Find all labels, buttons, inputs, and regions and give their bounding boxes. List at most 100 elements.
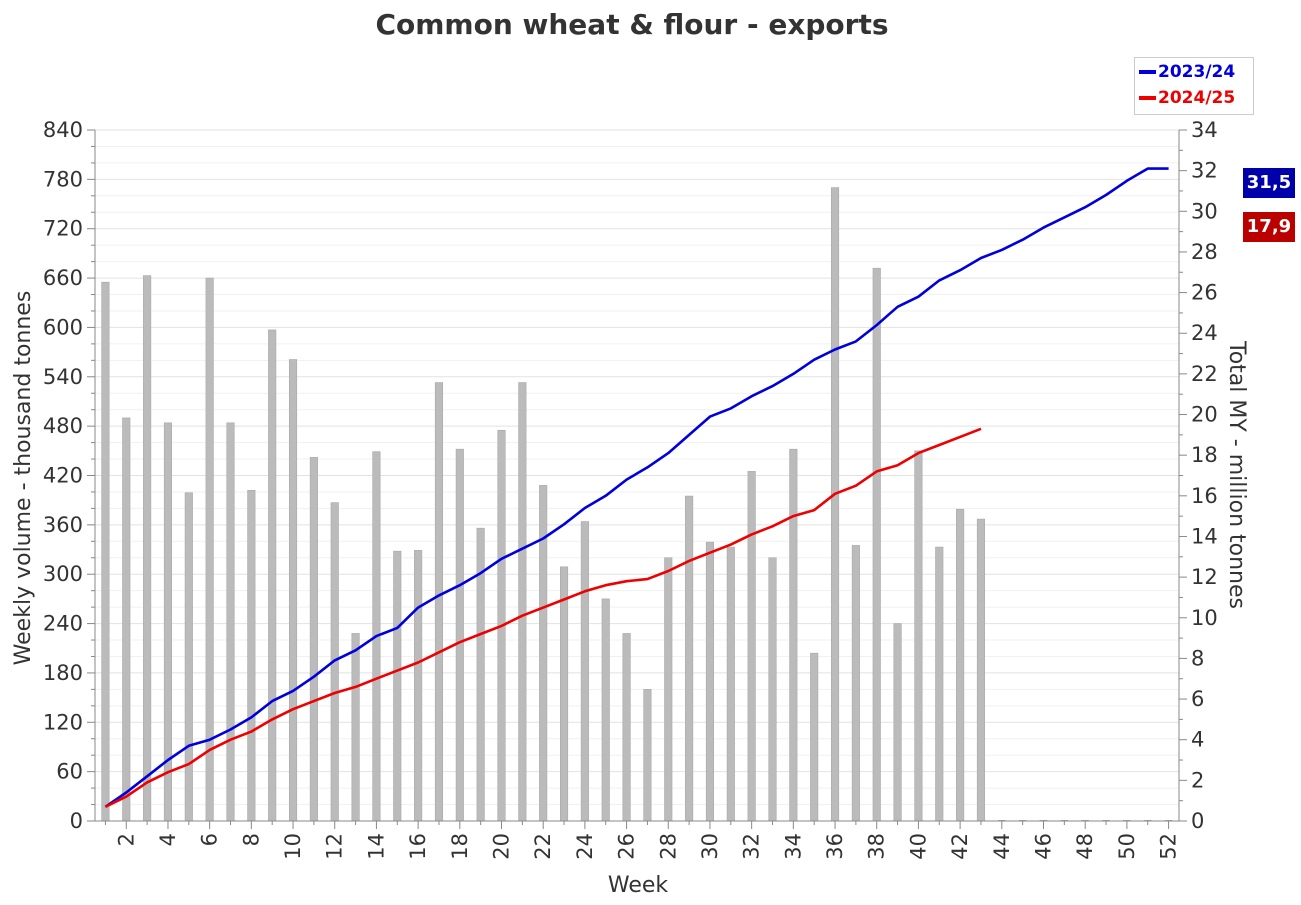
bar-week-36 [830,187,840,822]
y-tick-label-right: 0 [1191,809,1204,833]
x-tick-label: 34 [781,833,805,860]
y-tick-label-right: 30 [1191,199,1218,223]
bar-week-41 [935,546,944,822]
x-tick-label: 8 [239,833,263,846]
y-tick-label-right: 6 [1191,687,1204,711]
bar-week-8 [247,490,256,822]
x-tick-label: 14 [364,833,388,860]
legend-swatch-blue [1139,70,1156,74]
y-tick-label-right: 28 [1191,240,1218,264]
bar-week-15 [393,550,402,822]
axes: 0601201802403003604204805406006607207808… [43,118,1218,860]
x-tick-label: 30 [698,833,722,860]
bar-week-39 [893,623,902,822]
legend-label: 2024/25 [1158,88,1236,108]
x-tick-label: 20 [490,833,514,860]
bar-week-26 [622,633,631,822]
end-value-badge-2024-25: 17,9 [1243,212,1295,242]
y-tick-label-left: 180 [43,661,83,685]
bar-week-18 [455,448,464,822]
y-tick-label-right: 18 [1191,443,1218,467]
x-tick-label: 40 [906,833,930,860]
y-tick-label-right: 32 [1191,159,1218,183]
x-tick-label: 50 [1115,833,1139,860]
bar-week-37 [851,545,860,822]
bar-week-24 [580,521,589,822]
bar-week-27 [643,689,652,822]
y-tick-label-left: 840 [43,118,83,142]
bar-week-43 [976,518,986,822]
x-tick-label: 26 [615,833,639,860]
x-tick-label: 16 [406,833,430,860]
bar-week-22 [539,485,548,822]
x-tick-label: 24 [573,833,597,860]
y-tick-label-right: 2 [1191,768,1204,792]
bar-week-28 [664,557,673,822]
x-tick-label: 10 [281,833,305,860]
x-tick-label: 32 [740,833,764,860]
y-tick-label-right: 34 [1191,118,1218,142]
bar-week-34 [789,448,798,822]
y-tick-label-left: 600 [43,315,83,339]
bar-week-14 [372,451,381,822]
bar-week-29 [685,495,694,822]
bar-week-32 [747,471,756,822]
bar-week-42 [956,508,965,822]
y-tick-label-left: 420 [43,464,83,488]
bar-week-21 [518,382,527,822]
y-tick-label-left: 120 [43,710,83,734]
y-tick-label-right: 12 [1191,565,1218,589]
y-tick-label-left: 0 [70,809,83,833]
x-tick-label: 6 [198,833,222,846]
x-tick-label: 12 [323,833,347,860]
bar-week-2 [122,417,131,822]
bar-week-7 [226,422,235,822]
x-tick-label: 36 [823,833,847,860]
bar-week-25 [601,598,610,822]
y-tick-label-right: 14 [1191,524,1218,548]
x-tick-label: 52 [1157,833,1181,860]
y-tick-label-left: 780 [43,167,83,191]
legend-item-2024-25[interactable]: 2024/25 [1139,86,1235,110]
x-tick-label: 38 [865,833,889,860]
legend-item-2023-24[interactable]: 2023/24 [1139,60,1235,84]
y-tick-label-right: 26 [1191,281,1218,305]
y-tick-label-left: 480 [43,414,83,438]
bar-week-38 [872,267,881,822]
weekly-volume-bars [101,187,1173,822]
x-tick-label: 48 [1073,833,1097,860]
x-tick-label: 4 [156,833,180,846]
x-tick-label: 28 [656,833,680,860]
y-tick-label-left: 540 [43,365,83,389]
bar-week-33 [768,557,777,822]
bar-week-23 [559,566,569,822]
x-tick-label: 42 [948,833,972,860]
x-tick-label: 22 [531,833,555,860]
bar-week-40 [914,450,923,822]
line-series-2023-24 [104,167,1169,808]
bar-week-1 [101,281,110,822]
bar-week-16 [414,550,423,822]
y-tick-label-right: 24 [1191,321,1218,345]
bar-week-35 [810,652,819,822]
legend-swatch-red [1139,96,1156,100]
end-value-badge-2023-24: 31,5 [1243,168,1295,198]
bar-week-11 [309,457,318,822]
y-tick-label-right: 10 [1191,606,1218,630]
bar-week-9 [268,329,277,822]
bar-week-17 [434,382,444,822]
y-axis-label-left: Weekly volume - thousand tonnes [11,291,36,666]
x-tick-label: 44 [990,833,1014,860]
grid [95,129,1179,806]
bar-week-30 [705,541,715,822]
chart-legend: 2023/24 2024/25 [1134,57,1254,115]
bar-week-19 [476,527,485,822]
bar-week-20 [497,429,506,822]
chart-title: Common wheat & flour - exports [375,8,889,41]
y-tick-label-left: 720 [43,217,83,241]
x-tick-label: 2 [114,833,138,846]
bar-week-4 [163,422,173,822]
y-tick-label-left: 60 [56,760,83,784]
bar-week-6 [205,277,214,822]
